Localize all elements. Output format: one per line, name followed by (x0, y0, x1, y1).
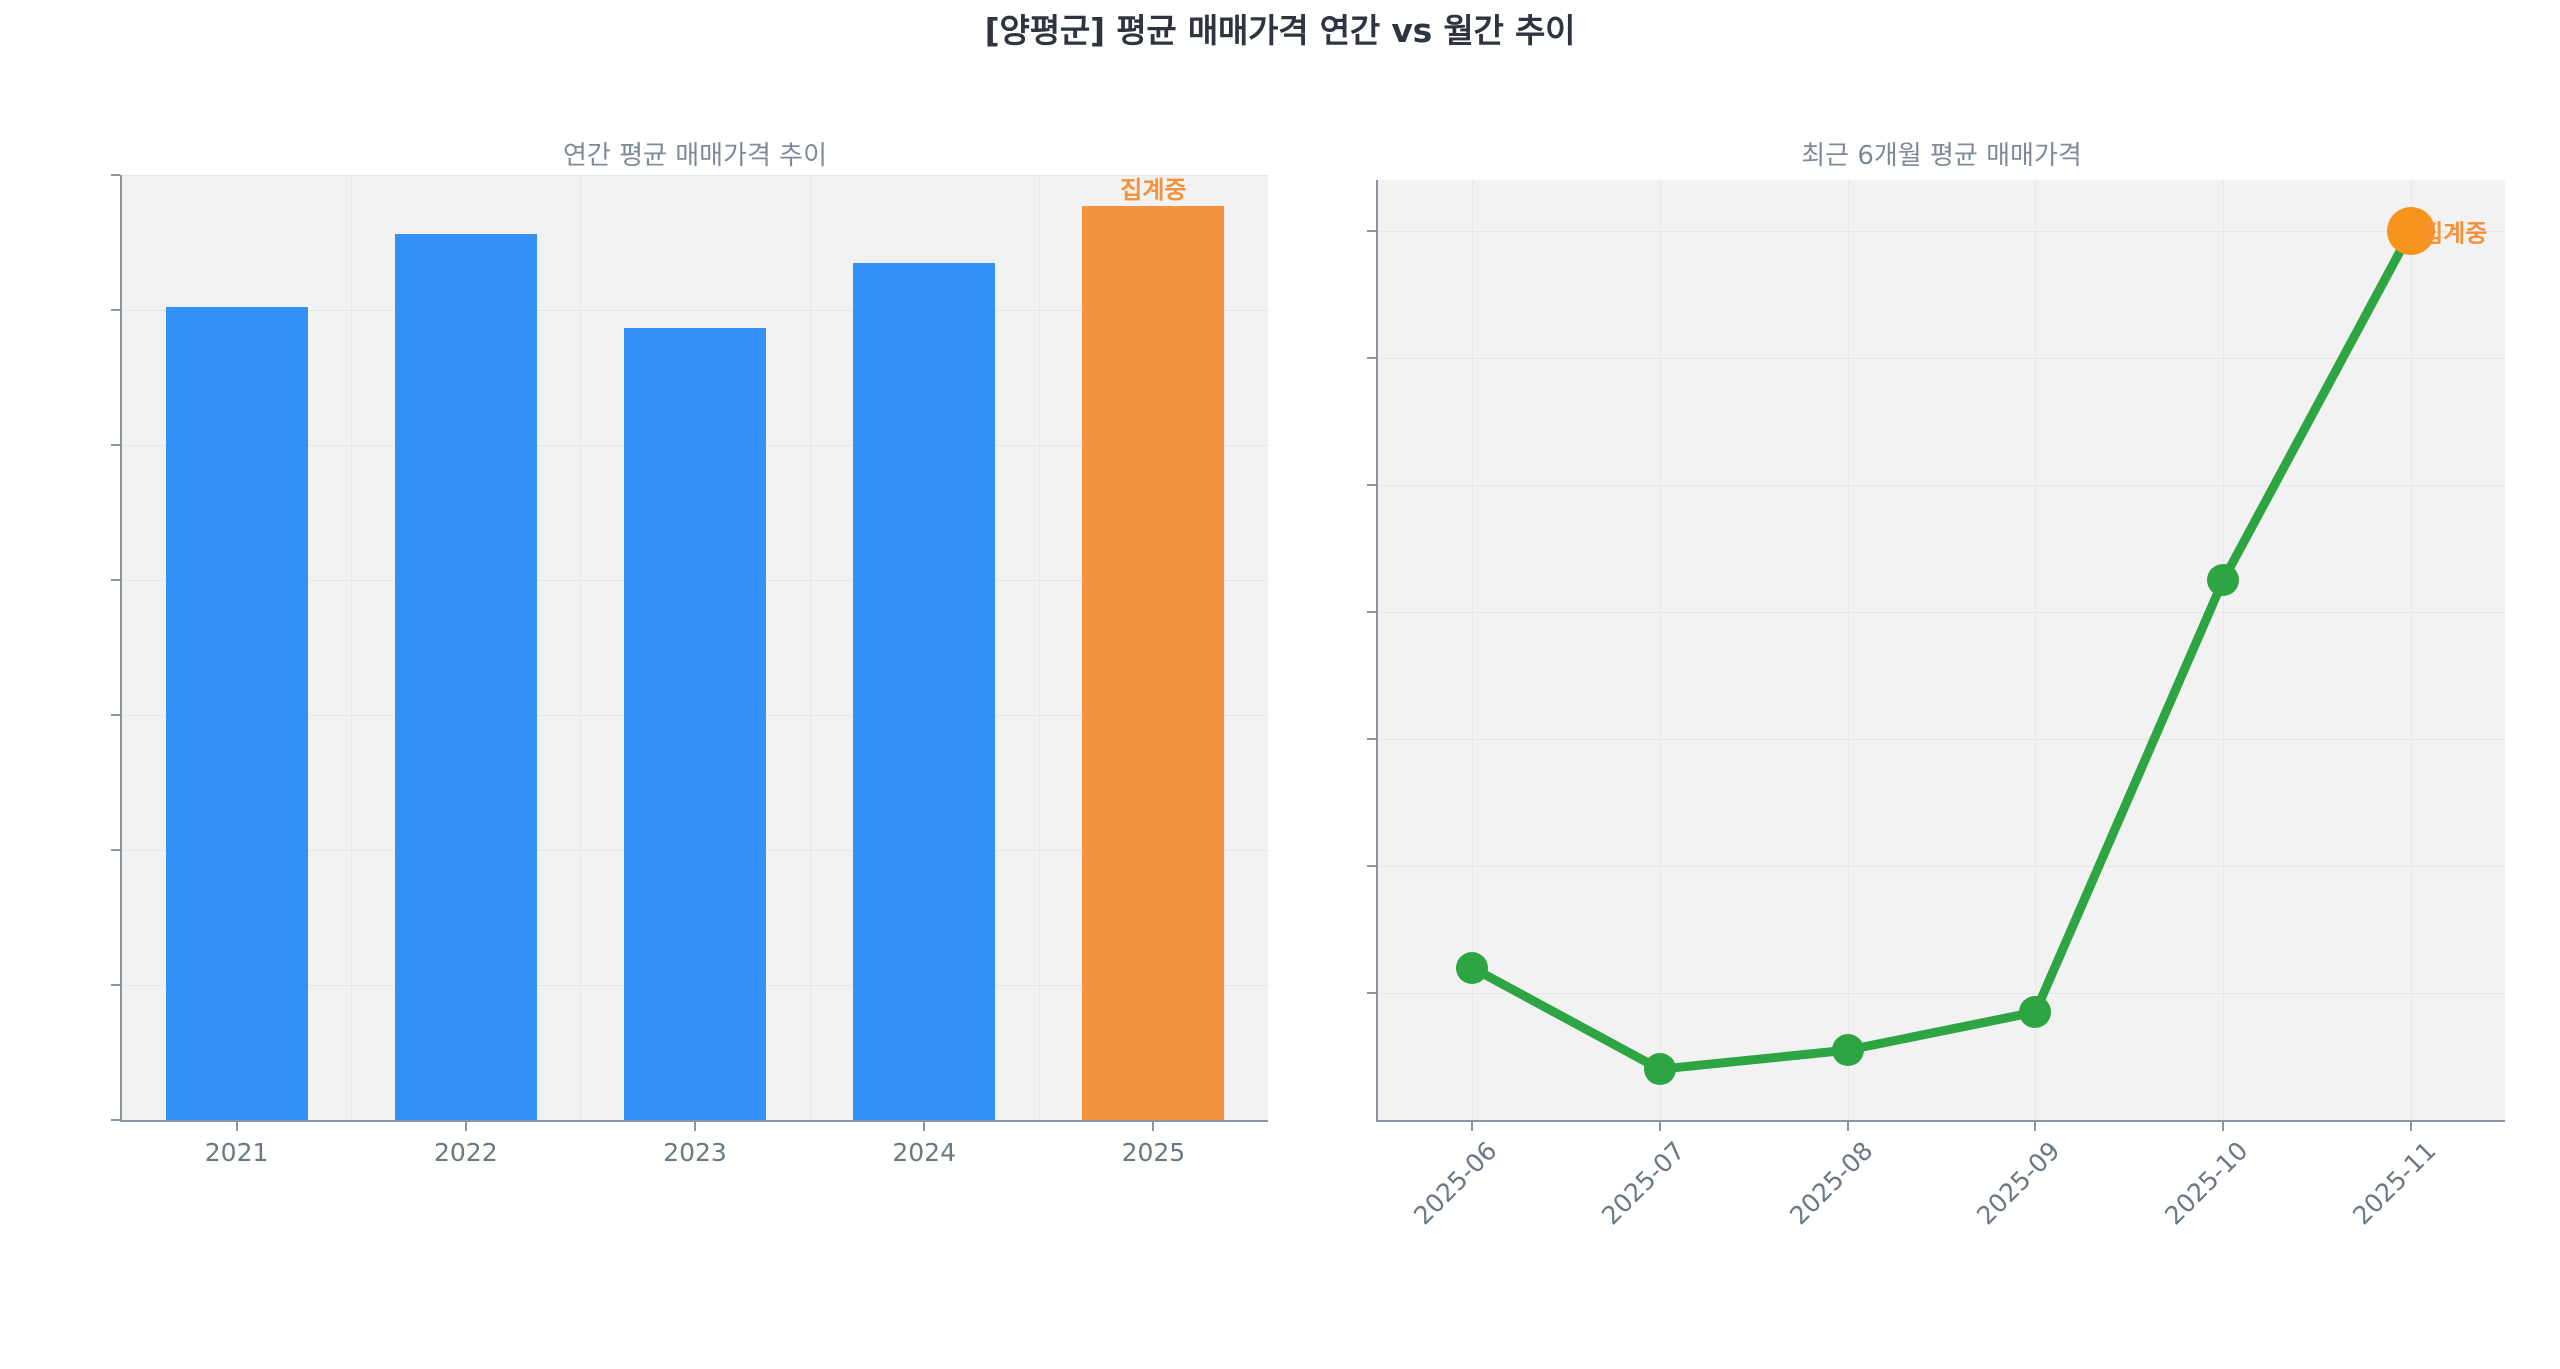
line-gridline (1378, 612, 2505, 613)
line-gridline-vertical (2223, 180, 2224, 1120)
line-y-tick-mark (1367, 992, 1376, 994)
line-x-tick-mark (1659, 1122, 1661, 1131)
bar-y-axis-line (120, 175, 122, 1122)
line-gridline (1378, 231, 2505, 232)
line-marker-2025-08[interactable] (1831, 1034, 1864, 1067)
line-gridline (1378, 358, 2505, 359)
bar-x-tick-mark (1152, 1122, 1154, 1131)
line-y-tick-mark (1367, 738, 1376, 740)
line-gridline (1378, 739, 2505, 740)
line-y-tick-mark (1367, 484, 1376, 486)
line-gridline (1378, 485, 2505, 486)
bar-gridline-vertical (1039, 175, 1040, 1120)
bar-chart-title: 연간 평균 매매가격 추이 (563, 141, 827, 171)
figure-title: [양평군] 평균 매매가격 연간 vs 월간 추이 (984, 11, 1576, 50)
line-x-tick-mark (1471, 1122, 1473, 1131)
figure-canvas: [양평군] 평균 매매가격 연간 vs 월간 추이 연간 평균 매매가격 추이 … (111, 11, 2505, 1231)
bar-x-tick-label: 2023 (663, 1138, 727, 1167)
line-x-tick-mark (1847, 1122, 1849, 1131)
bar-y-tick-mark (111, 309, 120, 311)
line-x-tick-mark (2222, 1122, 2224, 1131)
line-gridline-vertical (1848, 180, 1849, 1120)
line-y-axis-line (1376, 180, 1378, 1122)
line-y-tick-mark (1367, 865, 1376, 867)
bar-gridline-vertical (351, 175, 352, 1120)
line-gridline-vertical (2411, 180, 2412, 1120)
bar-x-axis-line (120, 1120, 1268, 1122)
bar-2023[interactable] (623, 327, 767, 1120)
bar-2021[interactable] (165, 307, 308, 1120)
bar-y-tick-mark (111, 984, 120, 986)
line-y-tick-mark (1367, 357, 1376, 359)
bar-y-tick-mark (111, 849, 120, 851)
line-path (1467, 226, 2416, 1074)
line-y-tick-mark (1367, 230, 1376, 232)
line-gridline-vertical (1660, 180, 1661, 1120)
line-gridline-vertical (1472, 180, 1473, 1120)
bar-x-tick-mark (465, 1122, 467, 1131)
bar-y-tick-mark (111, 714, 120, 716)
line-marker-2025-10[interactable] (2207, 564, 2240, 597)
line-marker-2025-09[interactable] (2019, 996, 2052, 1029)
bar-y-tick-mark (111, 444, 120, 446)
bar-x-tick-label: 2022 (433, 1138, 498, 1167)
bar-2025[interactable] (1082, 206, 1225, 1120)
line-plot-area (1378, 180, 2505, 1120)
line-gridline-vertical (2035, 180, 2036, 1120)
line-marker-2025-07[interactable] (1643, 1053, 1676, 1086)
line-annotation-2025-11: 집계중 (2421, 219, 2488, 248)
line-series-svg (1467, 226, 2416, 1074)
bar-x-tick-mark (236, 1122, 238, 1131)
bar-x-tick-mark (694, 1122, 696, 1131)
line-gridline (1378, 993, 2505, 994)
bar-y-tick-mark (111, 174, 120, 176)
bar-y-tick-mark (111, 579, 120, 581)
bar-x-tick-mark (923, 1122, 925, 1131)
line-x-tick-mark (2410, 1122, 2412, 1131)
line-marker-2025-11[interactable] (2387, 206, 2436, 255)
bar-x-tick-label: 2024 (892, 1138, 956, 1167)
bar-gridline (122, 310, 1268, 311)
line-marker-2025-06[interactable] (1455, 951, 1488, 984)
bar-2022[interactable] (394, 234, 537, 1120)
bar-x-tick-label: 2021 (204, 1138, 269, 1167)
bar-y-tick-mark (111, 1119, 120, 1121)
line-y-tick-mark (1367, 611, 1376, 613)
bar-gridline (122, 175, 1268, 176)
bar-2024[interactable] (853, 262, 996, 1120)
line-x-axis-line (1376, 1120, 2505, 1122)
line-gridline (1378, 866, 2505, 867)
bar-gridline-vertical (580, 175, 581, 1120)
bar-gridline-vertical (810, 175, 811, 1120)
line-chart-title: 최근 6개월 평균 매매가격 (1801, 141, 2082, 171)
bar-x-tick-label: 2025 (1121, 1138, 1186, 1167)
bar-annotation-2025: 집계중 (1120, 176, 1187, 205)
line-x-tick-mark (2034, 1122, 2036, 1131)
